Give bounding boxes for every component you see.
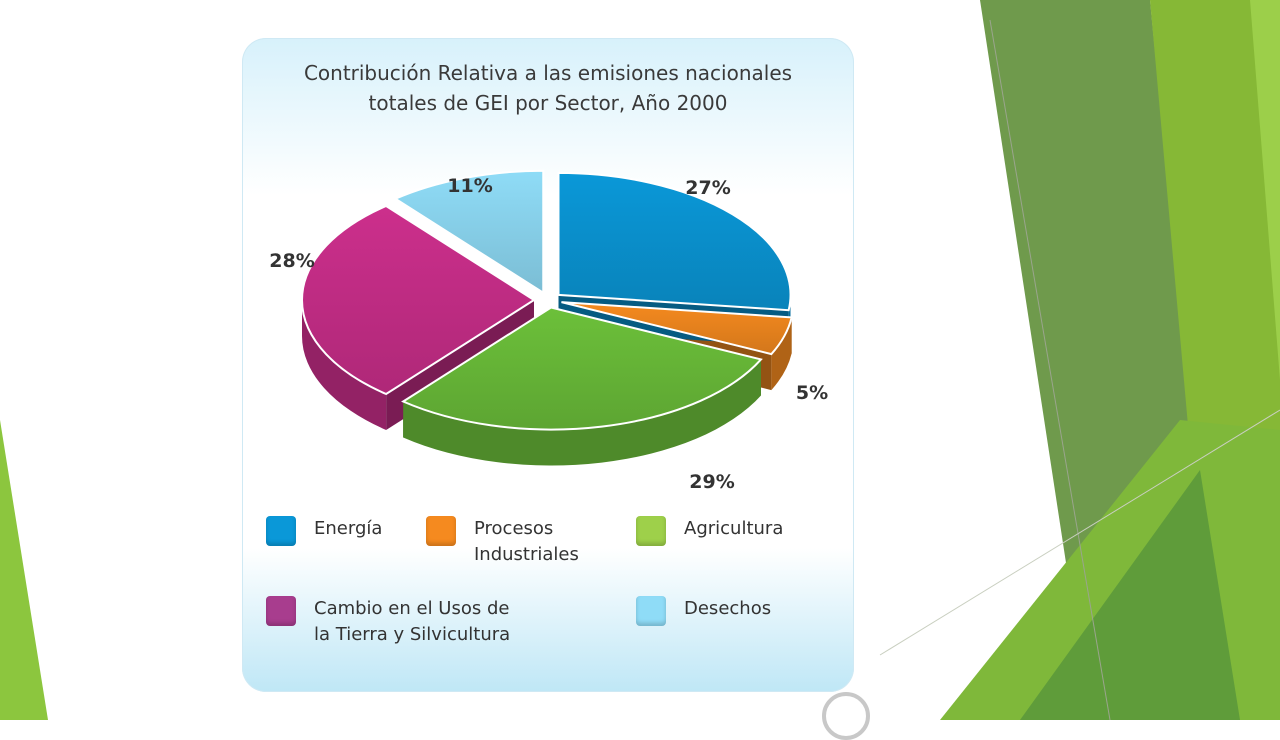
legend-item-desechos: Desechos bbox=[636, 596, 771, 626]
legend-label: Procesos Industriales bbox=[474, 518, 579, 565]
data-label-desechos: 11% bbox=[447, 175, 493, 197]
data-label-energia: 27% bbox=[685, 177, 731, 199]
pie-side-procesos bbox=[771, 317, 792, 391]
legend-swatch bbox=[266, 596, 296, 626]
slide-decoration bbox=[0, 0, 1280, 720]
pie-side-cambio-uso bbox=[302, 300, 387, 431]
legend-swatch bbox=[636, 516, 666, 546]
chart-card: Contribución Relativa a las emisiones na… bbox=[242, 38, 854, 692]
data-label-procesos: 5% bbox=[795, 382, 829, 404]
data-label-agricultura: 29% bbox=[689, 471, 735, 493]
pie-slice-desechos bbox=[393, 169, 545, 295]
legend-swatch bbox=[266, 516, 296, 546]
legend-item-cambio-uso: Cambio en el Usos de la Tierra y Silvicu… bbox=[266, 596, 510, 648]
data-label-cambio-uso: 28% bbox=[269, 250, 315, 272]
legend-item-agricultura: Agricultura bbox=[636, 516, 783, 546]
logo-mark-icon bbox=[822, 692, 870, 740]
pie-slice-agricultura bbox=[401, 306, 763, 431]
decor-line bbox=[989, 19, 1111, 720]
decor-line bbox=[879, 409, 1280, 656]
pie-chart bbox=[301, 169, 793, 466]
legend-item-procesos: Procesos Industriales bbox=[426, 516, 579, 568]
chart-title: Contribución Relativa a las emisiones na… bbox=[303, 61, 793, 115]
legend-item-energia: Energía bbox=[266, 516, 382, 546]
legend-label: Energía bbox=[314, 518, 383, 539]
legend-label: Cambio en el Usos de la Tierra y Silvicu… bbox=[314, 598, 511, 645]
pie-slice-procesos bbox=[561, 301, 793, 356]
legend-label: Desechos bbox=[684, 598, 772, 619]
legend-label: Agricultura bbox=[684, 518, 784, 539]
pie-slice-cambio-uso bbox=[301, 204, 536, 396]
pie-slice-energia bbox=[557, 171, 792, 312]
legend-swatch bbox=[426, 516, 456, 546]
decor-shape-bottom-dark bbox=[1020, 470, 1240, 720]
decor-shape-bright bbox=[1250, 0, 1280, 380]
pie-side-agricultura bbox=[403, 359, 761, 466]
legend-swatch bbox=[636, 596, 666, 626]
left-accent-shape bbox=[0, 420, 48, 720]
